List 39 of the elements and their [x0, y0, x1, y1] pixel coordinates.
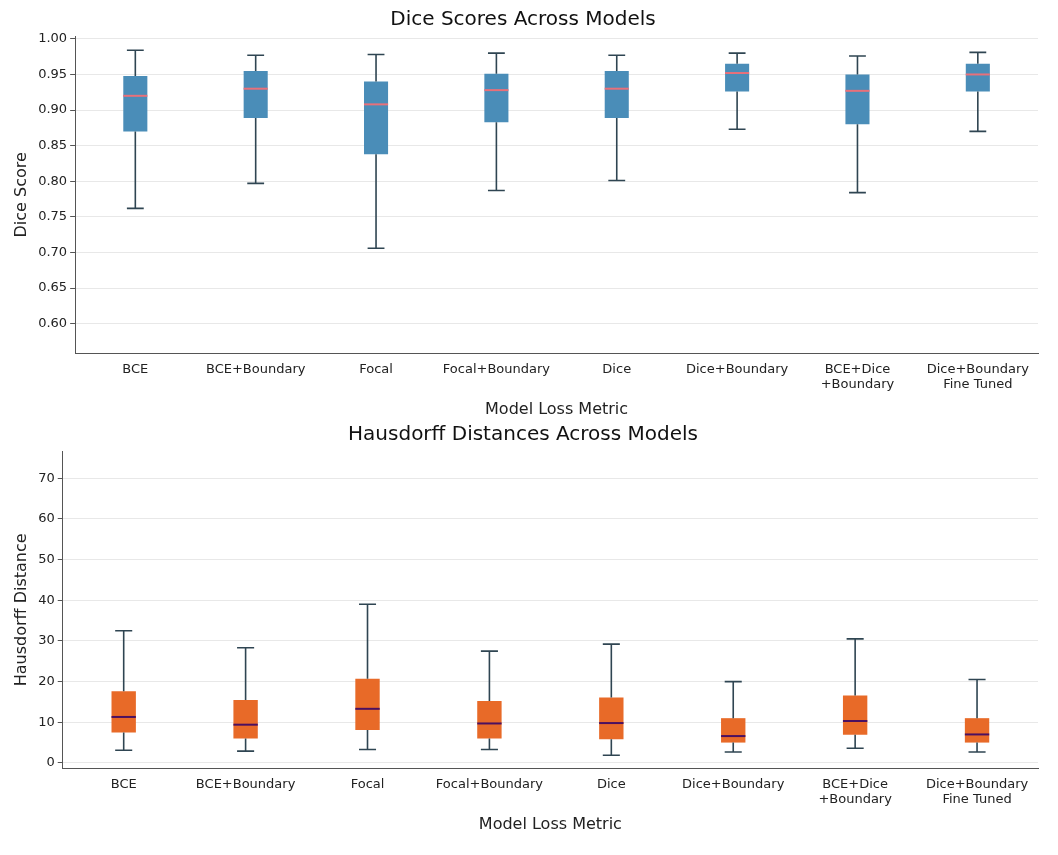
y-tick-label: 0.80	[38, 172, 68, 188]
x-tick-label: Dice+Boundary	[682, 775, 785, 791]
x-tick-label: BCE+Dice +Boundary	[818, 775, 893, 807]
x-tick-label: Focal	[359, 360, 393, 376]
y-tick-label: 0.90	[38, 101, 68, 117]
x-tick-label: Dice+Boundary Fine Tuned	[926, 360, 1030, 392]
y-tick-label: 0	[46, 754, 55, 770]
y-tick-label: 0.60	[38, 315, 68, 331]
y-tick-label: 70	[38, 469, 55, 485]
x-axis-title: Model Loss Metric	[485, 398, 629, 418]
y-tick-label: 30	[38, 632, 55, 648]
x-axis-title: Model Loss Metric	[478, 813, 622, 833]
x-tick-label: BCE+Dice +Boundary	[820, 360, 895, 392]
y-axis-title: Hausdorff Distance	[10, 533, 30, 687]
x-tick-label: Dice+Boundary Fine Tuned	[925, 775, 1029, 807]
x-tick-label: BCE+Boundary	[205, 360, 306, 376]
y-tick-label: 20	[38, 672, 55, 688]
x-tick-label: Dice	[596, 775, 626, 791]
x-tick-label: Focal	[350, 775, 385, 791]
chart-title: Hausdorff Distances Across Models	[348, 421, 698, 446]
x-tick-label: Dice	[602, 360, 632, 376]
y-tick-label: 0.95	[38, 65, 68, 81]
x-tick-label: BCE+Boundary	[195, 775, 296, 791]
x-tick-label: Dice+Boundary	[685, 360, 789, 376]
y-tick-label: 0.75	[38, 208, 68, 224]
y-tick-label: 40	[38, 591, 55, 607]
y-tick-label: 0.70	[38, 243, 68, 259]
chart-title: Dice Scores Across Models	[390, 6, 656, 31]
y-tick-label: 0.85	[38, 137, 68, 153]
x-tick-label: Focal+Boundary	[435, 775, 544, 791]
x-tick-label: BCE	[110, 775, 137, 791]
y-tick-label: 1.00	[38, 30, 68, 46]
x-tick-label: BCE	[122, 360, 149, 376]
y-axis-title: Dice Score	[10, 152, 30, 238]
y-tick-label: 50	[38, 550, 55, 566]
y-tick-label: 10	[38, 713, 55, 729]
y-tick-label: 0.65	[38, 279, 68, 295]
y-tick-label: 60	[38, 510, 55, 526]
x-tick-label: Focal+Boundary	[442, 360, 551, 376]
